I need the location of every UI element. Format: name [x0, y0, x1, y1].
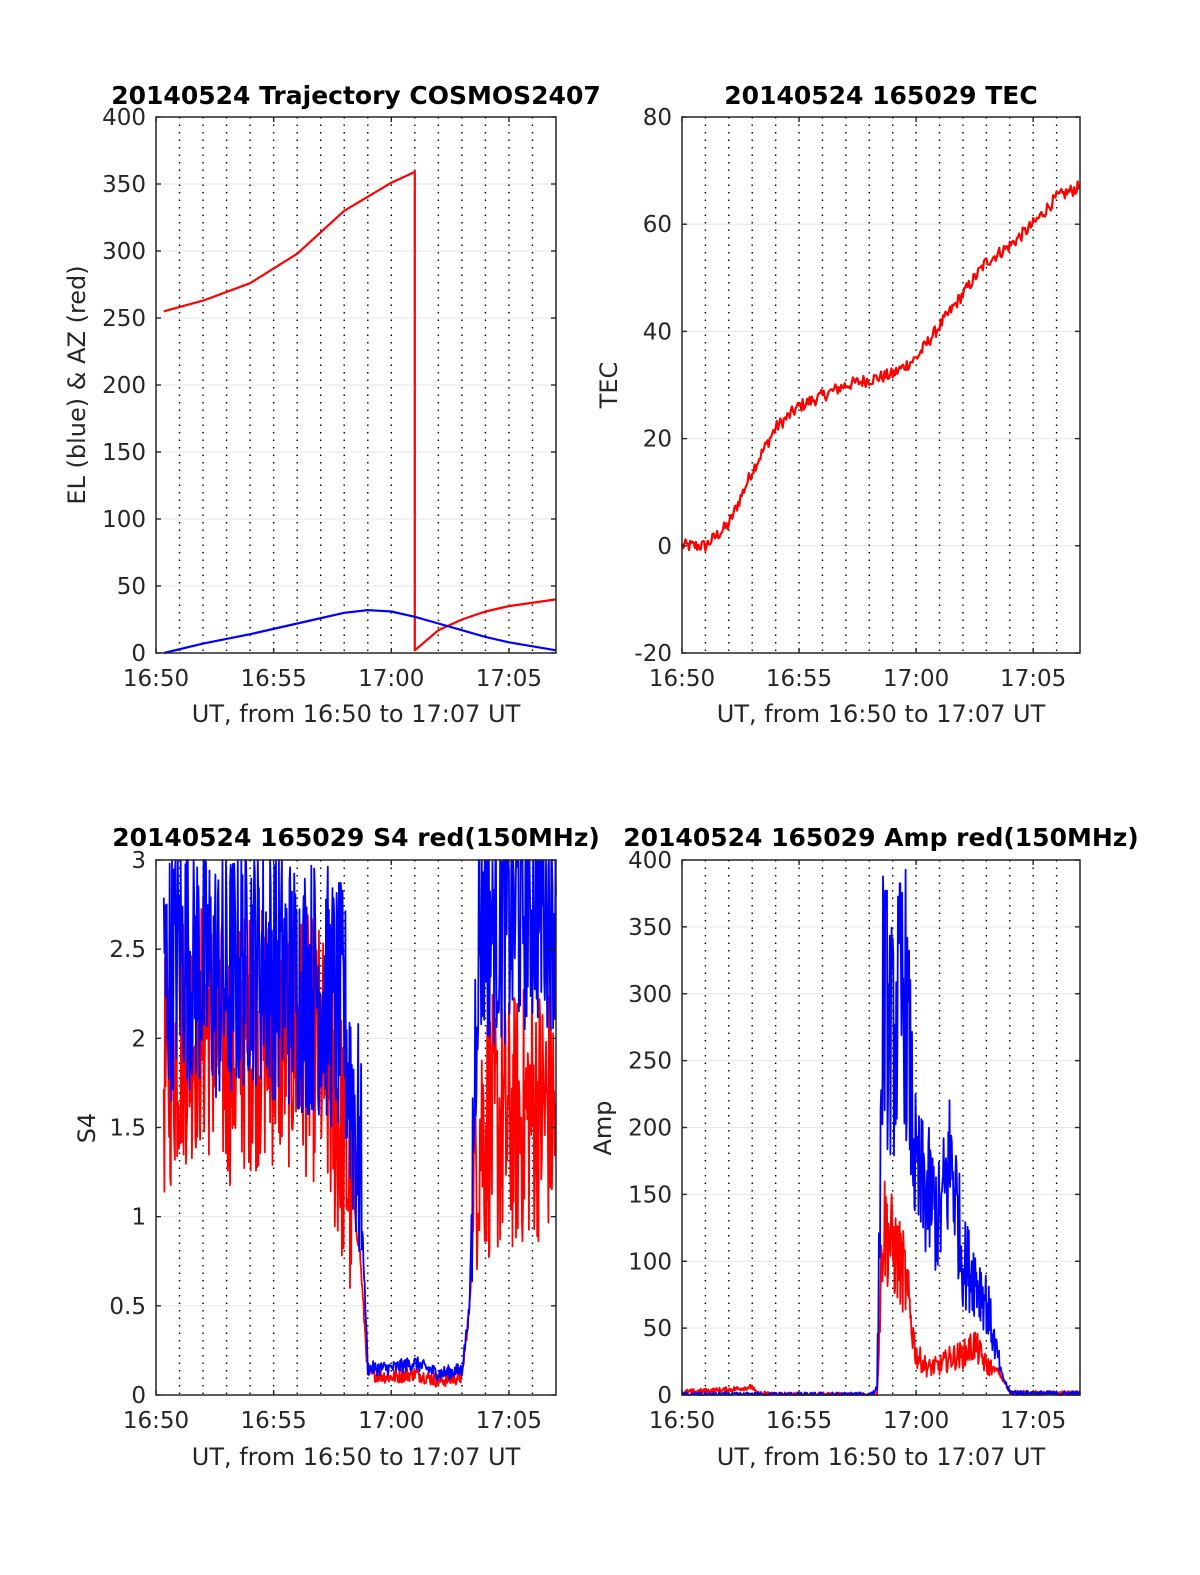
x-tick-label: 17:00 [358, 1408, 424, 1434]
y-tick-label: 100 [628, 1249, 672, 1275]
series-line-0 [163, 170, 557, 652]
axes: 0 50 100 150 200 250 300 350 400 16:50 16:55 17:00 1… [102, 105, 557, 692]
series-line-0 [680, 180, 1081, 552]
y-tick-label: 3 [131, 848, 146, 874]
y-tick-label: 1.5 [109, 1116, 146, 1142]
y-tick-label: 0 [657, 534, 672, 560]
y-tick-label: 0 [131, 1383, 146, 1409]
y-tick-label: 40 [643, 319, 672, 345]
series-group [680, 180, 1081, 552]
y-tick-label: 250 [102, 306, 146, 332]
x-tick-label: 16:50 [649, 666, 715, 692]
y-tick-label: 100 [102, 507, 146, 533]
y-tick-label: 350 [102, 172, 146, 198]
series-line-1 [163, 609, 557, 655]
chart-s4: 20140524 165029 S4 red(150MHz) UT, from … [73, 823, 600, 1471]
x-axis-label: UT, from 16:50 to 17:07 UT [192, 1443, 521, 1471]
series-line-1 [162, 859, 557, 1381]
y-tick-label: 200 [628, 1116, 672, 1142]
x-tick-label: 16:55 [240, 1408, 306, 1434]
x-tick-label: 17:05 [1000, 666, 1066, 692]
y-tick-label: 1 [131, 1205, 146, 1231]
chart-title: 20140524 165029 Amp red(150MHz) [623, 823, 1139, 852]
series-group [162, 859, 557, 1388]
y-tick-label: 0 [131, 641, 146, 667]
x-tick-label: 16:55 [766, 1408, 832, 1434]
y-tick-label: 2.5 [109, 937, 146, 963]
y-tick-label: 150 [102, 440, 146, 466]
chart-title: 20140524 165029 TEC [724, 81, 1037, 110]
x-tick-label: 16:55 [766, 666, 832, 692]
y-tick-label: 150 [628, 1182, 672, 1208]
y-tick-label: 20 [643, 427, 672, 453]
x-tick-label: 16:50 [123, 666, 189, 692]
axes: 0 0.5 1 1.5 2 2.5 3 16:50 16:55 17:00 17:05 [109, 848, 557, 1434]
x-tick-label: 17:00 [883, 1408, 949, 1434]
y-tick-label: 200 [102, 373, 146, 399]
x-tick-label: 17:00 [883, 666, 949, 692]
y-tick-label: 400 [102, 105, 146, 131]
y-tick-label: 400 [628, 848, 672, 874]
y-tick-label: 0.5 [109, 1294, 146, 1320]
y-tick-label: 300 [102, 239, 146, 265]
y-tick-label: 80 [643, 105, 672, 131]
y-tick-label: 350 [628, 915, 672, 941]
axes: -20 0 20 40 60 80 16:50 16:55 17:00 17:05 [634, 105, 1081, 692]
series-group [163, 170, 557, 655]
y-axis-label: Amp [589, 1100, 617, 1155]
y-axis-label: TEC [595, 362, 623, 410]
y-tick-label: 50 [117, 574, 146, 600]
y-axis-label: S4 [73, 1113, 101, 1144]
x-tick-label: 16:50 [649, 1408, 715, 1434]
chart-amp: 20140524 165029 Amp red(150MHz) UT, from… [589, 823, 1139, 1471]
plot-frame [681, 116, 1081, 654]
x-tick-label: 17:05 [476, 1408, 542, 1434]
y-tick-label: 60 [643, 212, 672, 238]
y-tick-label: 250 [628, 1049, 672, 1075]
chart-tec: 20140524 165029 TEC UT, from 16:50 to 17… [595, 81, 1081, 728]
x-tick-label: 17:05 [476, 666, 542, 692]
y-axis-label: EL (blue) & AZ (red) [63, 265, 91, 504]
y-tick-label: -20 [634, 641, 672, 667]
y-tick-label: 50 [643, 1316, 672, 1342]
x-axis-label: UT, from 16:50 to 17:07 UT [192, 700, 521, 728]
y-tick-label: 0 [657, 1383, 672, 1409]
y-tick-label: 2 [131, 1026, 146, 1052]
y-tick-label: 300 [628, 982, 672, 1008]
axes: 0 50 100 150 200 250 300 350 400 16:50 16:55 17:00 1… [628, 848, 1081, 1434]
x-axis-label: UT, from 16:50 to 17:07 UT [717, 1443, 1046, 1471]
x-axis-label: UT, from 16:50 to 17:07 UT [717, 700, 1046, 728]
x-tick-label: 17:00 [358, 666, 424, 692]
chart-title: 20140524 165029 S4 red(150MHz) [112, 823, 600, 852]
chart-trajectory: 20140524 Trajectory COSMOS2407 UT, from … [63, 81, 601, 728]
x-tick-label: 16:55 [240, 666, 306, 692]
x-tick-label: 16:50 [123, 1408, 189, 1434]
chart-title: 20140524 Trajectory COSMOS2407 [111, 81, 601, 110]
x-tick-label: 17:05 [1000, 1408, 1066, 1434]
